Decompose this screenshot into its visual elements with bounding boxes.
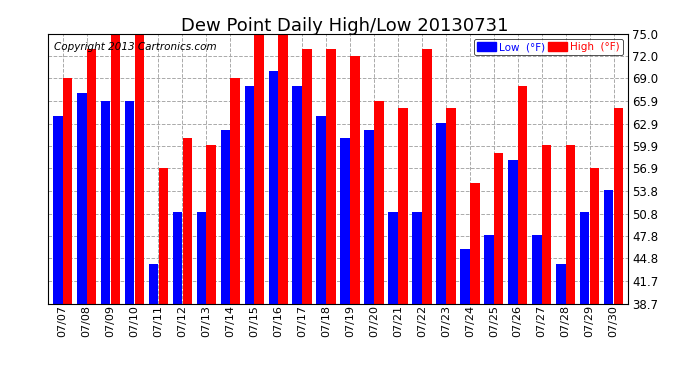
Bar <box>388 212 398 304</box>
Bar <box>183 138 192 304</box>
Bar <box>508 160 518 304</box>
Bar <box>255 34 264 304</box>
Bar <box>518 86 527 304</box>
Bar <box>446 108 455 304</box>
Bar <box>135 34 144 304</box>
Bar <box>197 212 206 304</box>
Bar <box>221 130 230 304</box>
Bar <box>580 212 589 304</box>
Bar <box>149 264 158 304</box>
Bar <box>230 78 240 304</box>
Bar <box>317 116 326 304</box>
Legend: Low  (°F), High  (°F): Low (°F), High (°F) <box>474 39 622 56</box>
Bar <box>53 116 63 304</box>
Bar <box>422 49 432 304</box>
Bar <box>590 168 600 304</box>
Bar <box>436 123 446 304</box>
Bar <box>302 49 312 304</box>
Bar <box>125 101 135 304</box>
Bar <box>351 56 359 304</box>
Bar <box>101 101 110 304</box>
Bar <box>293 86 302 304</box>
Bar <box>542 146 551 304</box>
Bar <box>556 264 566 304</box>
Bar <box>532 235 542 304</box>
Bar <box>470 183 480 304</box>
Bar <box>484 235 493 304</box>
Text: Copyright 2013 Cartronics.com: Copyright 2013 Cartronics.com <box>54 42 217 52</box>
Bar <box>412 212 422 304</box>
Bar <box>172 212 182 304</box>
Bar <box>268 71 278 304</box>
Bar <box>364 130 374 304</box>
Bar <box>398 108 408 304</box>
Bar <box>278 34 288 304</box>
Bar <box>326 49 336 304</box>
Bar <box>494 153 504 304</box>
Bar <box>110 34 120 304</box>
Bar <box>206 146 216 304</box>
Bar <box>77 93 86 304</box>
Bar <box>87 49 97 304</box>
Bar <box>566 146 575 304</box>
Bar <box>460 249 470 304</box>
Bar <box>340 138 350 304</box>
Bar <box>374 101 384 304</box>
Bar <box>159 168 168 304</box>
Bar <box>604 190 613 304</box>
Text: Dew Point Daily High/Low 20130731: Dew Point Daily High/Low 20130731 <box>181 17 509 35</box>
Bar <box>63 78 72 304</box>
Bar <box>613 108 623 304</box>
Bar <box>244 86 254 304</box>
